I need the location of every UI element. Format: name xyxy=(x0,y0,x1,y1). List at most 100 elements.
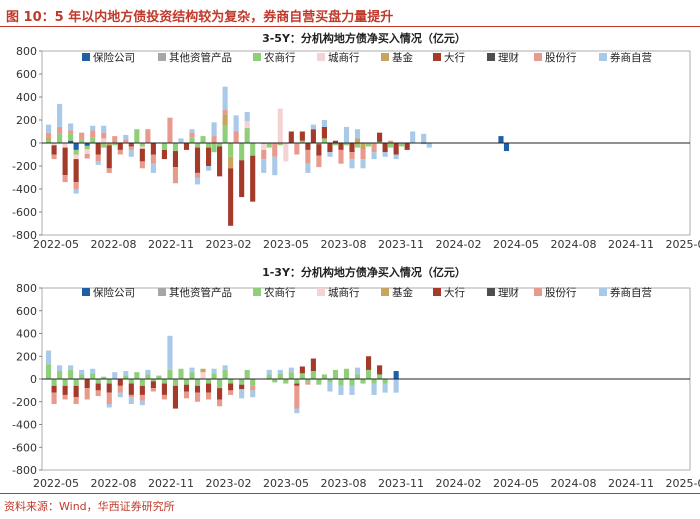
bar-segment xyxy=(194,143,201,148)
bar-segment xyxy=(57,371,63,379)
bar-segment xyxy=(84,145,90,150)
legend-swatch xyxy=(381,53,389,61)
bar-segment xyxy=(101,132,107,139)
bar-segment xyxy=(172,385,179,409)
bar-segment xyxy=(388,143,394,148)
bar-segment xyxy=(73,154,79,160)
bar-segment xyxy=(106,168,112,173)
bar-segment xyxy=(117,392,123,398)
bar-segment xyxy=(183,384,190,392)
bar-segment xyxy=(310,124,316,130)
bar-segment xyxy=(172,379,179,386)
bar-segment xyxy=(343,143,350,146)
bar-segment xyxy=(62,175,68,183)
bar-segment xyxy=(167,335,173,370)
bar-segment xyxy=(112,143,118,146)
bar-segment xyxy=(150,379,156,382)
x-tick-label: 2023-02 xyxy=(206,238,252,251)
bar-segment xyxy=(371,379,377,384)
bar-segment xyxy=(261,144,267,150)
legend-swatch xyxy=(599,53,607,61)
legend-label: 券商自营 xyxy=(610,51,652,64)
bar-segment xyxy=(261,143,267,145)
bar-segment xyxy=(277,373,283,379)
bar-segment xyxy=(321,120,327,127)
bar-segment xyxy=(222,114,228,126)
y-tick-label: -800 xyxy=(12,464,37,477)
bar-segment xyxy=(206,166,212,171)
x-tick-label: 2024-02 xyxy=(436,238,482,251)
bar-segment xyxy=(305,149,311,164)
bar-segment xyxy=(106,145,112,169)
legend-label: 大行 xyxy=(444,286,465,299)
bar-segment xyxy=(222,109,228,115)
y-tick-label: -400 xyxy=(12,419,37,432)
bar-segment xyxy=(349,152,355,160)
bar-segment xyxy=(321,374,327,379)
bar-segment xyxy=(228,379,234,384)
bar-segment xyxy=(283,379,289,384)
bar-segment xyxy=(117,379,123,386)
x-tick-label: 2024-08 xyxy=(551,477,597,490)
bar-segment xyxy=(410,131,416,143)
chart-title: 1-3Y：分机构地方债净买入情况（亿元） xyxy=(262,265,466,279)
bar-segment xyxy=(377,365,383,375)
x-tick-label: 2025-02 xyxy=(666,238,700,251)
bar-segment xyxy=(354,129,361,139)
bar-segment xyxy=(321,126,327,139)
bar-segment xyxy=(206,143,212,148)
bar-segment xyxy=(84,153,90,159)
bar-segment xyxy=(161,149,167,160)
x-tick-label: 2022-11 xyxy=(148,238,194,251)
y-tick-label: -400 xyxy=(12,183,37,196)
bar-segment xyxy=(117,149,123,155)
x-tick-label: 2022-05 xyxy=(33,477,79,490)
bar-segment xyxy=(250,385,256,391)
figure-title: 图 10：5 年以内地方债投资结构较为复杂，券商自营买盘力量提升 xyxy=(6,10,394,25)
bar-segment xyxy=(84,149,90,154)
bar-segment xyxy=(244,369,250,379)
legend-label: 基金 xyxy=(392,286,413,299)
bar-segment xyxy=(90,130,96,138)
bar-segment xyxy=(272,379,278,383)
bar-segment xyxy=(366,143,372,147)
bar-segment xyxy=(139,146,145,149)
bar-segment xyxy=(90,137,96,143)
bar-segment xyxy=(266,369,272,375)
bottom-rule xyxy=(0,493,700,494)
bar-segment xyxy=(172,143,179,152)
bar-segment xyxy=(161,379,167,384)
bar-segment xyxy=(421,133,427,143)
bar-segment xyxy=(150,163,156,173)
bar-segment xyxy=(79,139,85,143)
bar-segment xyxy=(388,140,394,143)
bar-segment xyxy=(51,143,57,146)
bar-segment xyxy=(106,379,112,384)
bar-segment xyxy=(128,146,134,150)
bar-segment xyxy=(95,143,101,155)
x-tick-label: 2024-02 xyxy=(436,477,482,490)
legend-swatch xyxy=(381,288,389,296)
bar-segment xyxy=(382,143,388,153)
bar-segment xyxy=(310,371,316,379)
bar-segment xyxy=(332,140,339,143)
bar-segment xyxy=(228,168,234,226)
bar-segment xyxy=(62,143,68,148)
bar-segment xyxy=(211,136,217,143)
bar-segment xyxy=(316,143,322,145)
bar-segment xyxy=(288,131,294,143)
bar-segment xyxy=(244,121,250,129)
bar-segment xyxy=(393,143,399,155)
bar-segment xyxy=(73,379,79,386)
bar-segment xyxy=(117,385,123,393)
bar-segment xyxy=(68,369,74,379)
bar-segment xyxy=(123,375,129,379)
legend-label: 城商行 xyxy=(328,51,360,64)
bar-segment xyxy=(239,389,245,399)
bar-segment xyxy=(294,379,300,384)
bar-segment xyxy=(299,373,305,379)
y-tick-label: 400 xyxy=(16,91,37,104)
bar-segment xyxy=(377,141,383,143)
bar-segment xyxy=(123,371,129,376)
bar-segment xyxy=(90,125,96,131)
